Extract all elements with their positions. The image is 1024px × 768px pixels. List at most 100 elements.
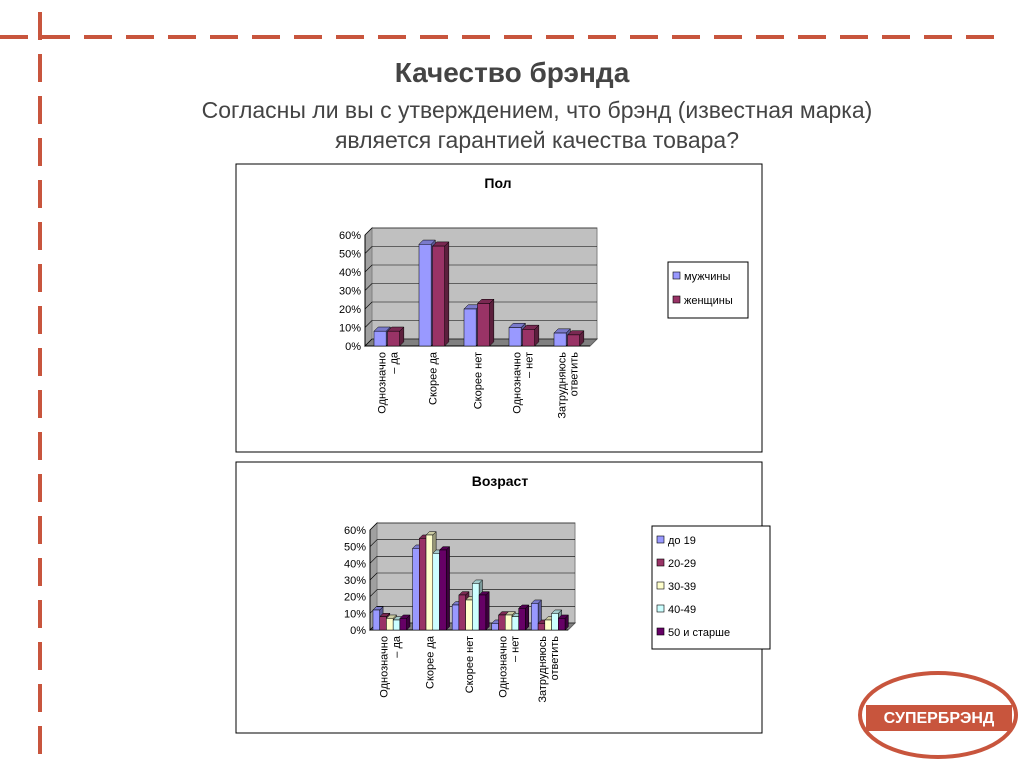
grid-line-side bbox=[364, 338, 373, 347]
bar bbox=[504, 614, 513, 631]
x-tick-label: Однозначно– нет bbox=[498, 636, 522, 698]
bar bbox=[399, 618, 407, 631]
legend-label: 40-49 bbox=[668, 604, 696, 616]
bar bbox=[451, 604, 460, 631]
grid-line-side bbox=[369, 589, 378, 597]
y-tick-label: 10% bbox=[339, 323, 361, 335]
bar bbox=[392, 619, 401, 631]
y-tick-label: 40% bbox=[344, 558, 366, 570]
bar bbox=[419, 538, 427, 631]
logo-band bbox=[866, 705, 1012, 731]
logo-text: СУПЕРБРЭНД bbox=[884, 710, 995, 727]
legend-box bbox=[651, 525, 771, 650]
legend-label: до 19 bbox=[668, 535, 696, 547]
grid-line-side bbox=[364, 227, 373, 236]
bar bbox=[386, 618, 394, 631]
x-tick-label: Скорее нет bbox=[473, 352, 485, 409]
slide-subtitle: Согласны ли вы с утверждением, что брэнд… bbox=[202, 97, 873, 153]
chart-title: Возраст bbox=[472, 473, 529, 489]
logo: СУПЕРБРЭНД bbox=[858, 671, 1018, 759]
grid-line-side bbox=[364, 246, 373, 254]
bar bbox=[518, 608, 526, 631]
bar bbox=[531, 603, 539, 631]
y-tick-label: 30% bbox=[339, 286, 361, 298]
y-tick-label: 40% bbox=[339, 267, 361, 279]
legend-label: 50 и старше bbox=[668, 627, 730, 639]
grid-line-side bbox=[364, 301, 373, 310]
y-tick-label: 30% bbox=[344, 575, 366, 587]
bar-side bbox=[444, 241, 450, 347]
bar bbox=[537, 623, 546, 631]
bar-side bbox=[489, 298, 495, 347]
legend-swatch bbox=[672, 295, 681, 304]
y-tick-label: 20% bbox=[344, 592, 366, 604]
legend-label: женщины bbox=[684, 295, 733, 307]
legend-swatch bbox=[656, 535, 665, 544]
bar bbox=[553, 332, 567, 347]
bar-side bbox=[525, 604, 530, 631]
bar bbox=[477, 303, 490, 347]
chart-title: Пол bbox=[484, 175, 511, 191]
bar bbox=[425, 534, 434, 631]
legend-swatch bbox=[656, 604, 665, 613]
legend-swatch bbox=[656, 558, 665, 567]
bar bbox=[478, 594, 487, 631]
slide-title: Качество брэнда bbox=[395, 57, 630, 88]
y-tick-label: 0% bbox=[345, 341, 361, 353]
bar bbox=[465, 599, 473, 631]
y-tick-label: 60% bbox=[339, 230, 361, 242]
bar bbox=[432, 553, 440, 631]
bar bbox=[432, 245, 445, 347]
legend-swatch bbox=[656, 627, 665, 636]
grid-line-side bbox=[369, 572, 378, 581]
bar bbox=[379, 616, 387, 631]
bar bbox=[551, 613, 559, 631]
bar bbox=[472, 583, 480, 631]
x-tick-label: Скорее нет bbox=[464, 636, 476, 693]
legend-label: мужчины bbox=[684, 271, 730, 283]
grid-line-side bbox=[369, 556, 378, 564]
y-tick-label: 60% bbox=[344, 525, 366, 537]
bar bbox=[458, 594, 466, 631]
legend-box bbox=[667, 261, 749, 319]
x-tick-label: Однозначно– да bbox=[379, 635, 403, 698]
legend-swatch bbox=[656, 581, 665, 590]
legend-label: 20-29 bbox=[668, 558, 696, 570]
bar bbox=[418, 244, 432, 347]
bar bbox=[522, 329, 535, 347]
x-tick-label: Затрудняюсьответить bbox=[537, 636, 561, 703]
y-tick-label: 20% bbox=[339, 304, 361, 316]
grid-line-side bbox=[369, 522, 378, 531]
bar bbox=[498, 614, 506, 631]
y-tick-label: 0% bbox=[350, 625, 366, 637]
bar bbox=[373, 330, 387, 347]
bar bbox=[387, 330, 400, 347]
bar-side bbox=[445, 546, 450, 631]
grid-line-side bbox=[364, 283, 373, 291]
grid-line-side bbox=[369, 539, 378, 547]
bar bbox=[544, 619, 552, 631]
bar bbox=[511, 616, 519, 631]
legend-label: 30-39 bbox=[668, 581, 696, 593]
x-tick-label: Затрудняюсьответить bbox=[556, 352, 580, 419]
bar bbox=[508, 327, 522, 347]
x-tick-label: Скорее да bbox=[428, 351, 440, 405]
grid-line-side bbox=[364, 320, 373, 328]
bar bbox=[567, 334, 580, 347]
bar bbox=[558, 618, 566, 631]
x-tick-label: Скорее да bbox=[424, 635, 436, 689]
bar bbox=[372, 609, 380, 631]
bar bbox=[463, 308, 477, 347]
grid-line-side bbox=[364, 264, 373, 273]
bar bbox=[491, 623, 499, 631]
x-tick-label: Однозначно– да bbox=[376, 351, 400, 414]
x-tick-label: Однозначно– нет bbox=[511, 352, 535, 414]
legend-swatch bbox=[672, 271, 681, 280]
bar bbox=[412, 548, 420, 631]
y-tick-label: 50% bbox=[344, 542, 366, 554]
logo-ring bbox=[858, 671, 1018, 759]
y-tick-label: 50% bbox=[339, 249, 361, 261]
bar-side bbox=[485, 591, 490, 631]
